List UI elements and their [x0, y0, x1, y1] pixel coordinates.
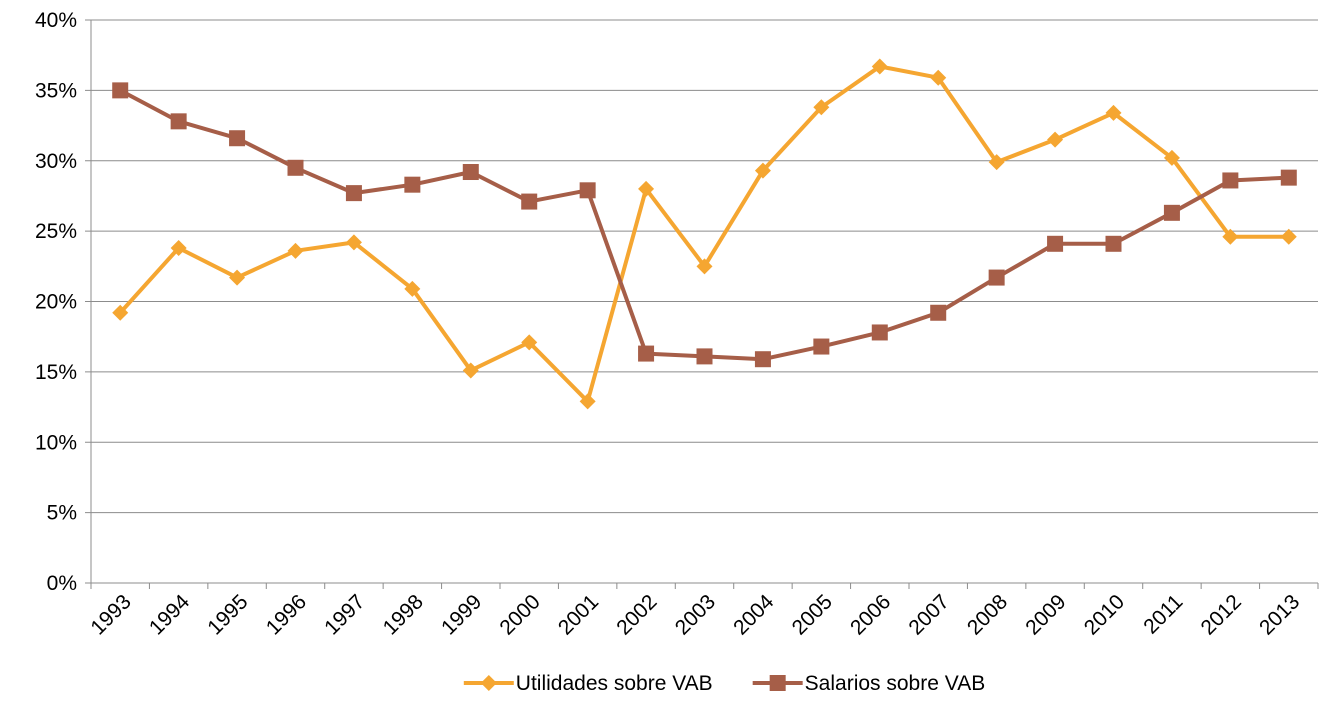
- legend-label: Salarios sobre VAB: [805, 672, 986, 695]
- y-tick-label: 20%: [35, 291, 77, 314]
- x-tick-label: 2006: [846, 590, 895, 639]
- marker: [229, 130, 246, 147]
- marker: [871, 324, 888, 341]
- legend-label: Utilidades sobre VAB: [516, 672, 713, 695]
- marker: [1105, 104, 1122, 121]
- marker: [287, 242, 304, 259]
- marker: [988, 269, 1005, 286]
- marker: [462, 164, 479, 181]
- x-tick-label: 2011: [1139, 590, 1187, 638]
- y-tick-label: 10%: [35, 431, 77, 454]
- marker: [1163, 204, 1180, 221]
- marker: [871, 58, 888, 75]
- marker: [813, 99, 830, 116]
- marker: [170, 113, 187, 130]
- x-tick-label: 2007: [904, 590, 953, 639]
- marker: [521, 193, 538, 210]
- x-tick-label: 1999: [437, 590, 486, 639]
- y-tick-label: 5%: [47, 502, 77, 525]
- y-tick-label: 15%: [35, 361, 77, 384]
- x-tick-label: 2012: [1197, 590, 1246, 639]
- marker: [521, 334, 538, 351]
- x-tick-label: 2003: [671, 590, 720, 639]
- marker: [769, 675, 786, 691]
- marker: [930, 69, 947, 86]
- marker: [229, 269, 246, 286]
- marker: [112, 82, 129, 99]
- marker: [462, 362, 479, 379]
- marker: [754, 351, 771, 368]
- legend-item: Salarios sobre VAB: [752, 672, 986, 695]
- x-tick-label: 2008: [963, 590, 1012, 639]
- x-tick-label: 1993: [86, 590, 135, 639]
- x-tick-label: 2000: [495, 590, 544, 639]
- x-tick-label: 2009: [1021, 590, 1070, 639]
- x-tick-label: 2002: [612, 590, 661, 639]
- marker: [1047, 131, 1064, 148]
- marker: [1105, 235, 1122, 252]
- y-tick-label: 35%: [35, 79, 77, 102]
- marker: [813, 338, 830, 355]
- x-tick-label: 2010: [1080, 590, 1129, 639]
- marker: [1047, 235, 1064, 252]
- marker: [930, 304, 947, 321]
- marker: [404, 280, 421, 297]
- marker: [1222, 172, 1239, 189]
- series: [112, 58, 1297, 410]
- y-tick-label: 40%: [35, 9, 77, 32]
- marker: [754, 162, 771, 179]
- marker: [638, 345, 655, 362]
- marker: [696, 348, 713, 365]
- marker: [480, 675, 497, 691]
- x-tick-label: 1994: [145, 590, 195, 640]
- marker: [696, 258, 713, 275]
- series-line: [119, 88, 1289, 362]
- series: [112, 82, 1297, 368]
- marker: [988, 154, 1005, 171]
- x-tick-label: 2013: [1255, 590, 1304, 639]
- marker: [404, 176, 421, 193]
- x-tick-label: 1997: [320, 590, 369, 639]
- marker: [579, 393, 596, 410]
- marker: [170, 240, 187, 257]
- marker: [579, 182, 596, 199]
- legend-item: Utilidades sobre VAB: [463, 672, 713, 695]
- x-tick-label: 2005: [788, 590, 837, 639]
- y-tick-label: 25%: [35, 220, 77, 243]
- x-tick-label: 1996: [262, 590, 311, 639]
- marker: [345, 185, 362, 202]
- marker: [345, 234, 362, 251]
- x-tick-label: 2001: [554, 590, 603, 639]
- marker: [287, 159, 304, 176]
- marker: [1280, 228, 1297, 245]
- marker: [1163, 149, 1180, 166]
- marker: [1280, 169, 1297, 186]
- marker: [1222, 228, 1239, 245]
- marker: [112, 304, 129, 321]
- x-tick-label: 2004: [729, 590, 779, 640]
- x-tick-label: 1998: [379, 590, 428, 639]
- x-tick-label: 1995: [203, 590, 252, 639]
- marker: [638, 180, 655, 197]
- y-tick-label: 0%: [47, 572, 77, 595]
- y-tick-label: 30%: [35, 150, 77, 173]
